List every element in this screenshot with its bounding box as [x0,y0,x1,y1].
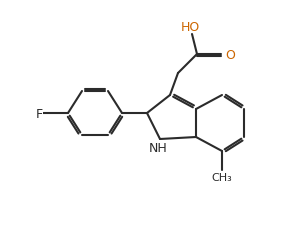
Text: CH₃: CH₃ [212,172,232,182]
Text: HO: HO [180,20,200,33]
Text: O: O [225,48,235,61]
Text: NH: NH [149,141,167,154]
Text: F: F [36,107,42,120]
